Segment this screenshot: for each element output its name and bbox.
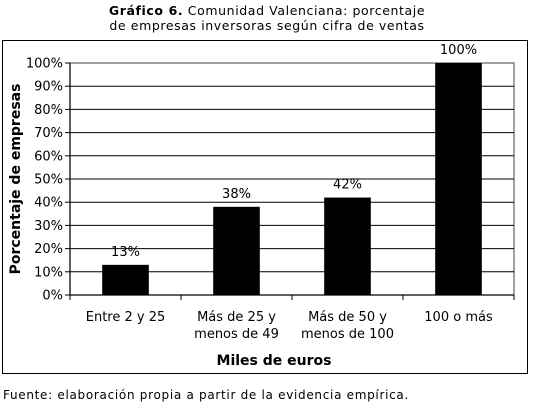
y-tick-label: 60%	[34, 149, 63, 164]
data-labels: 13% 38% 42% 100%	[111, 43, 477, 260]
x-tick-label: Entre 2 y 25	[86, 310, 166, 325]
x-axis-ticks: Entre 2 y 25 Más de 25 y menos de 49 Más de…	[69, 294, 515, 342]
source-note: Fuente: elaboración propia a partir de l…	[3, 388, 409, 402]
chart-title: Gráfico 6. Comunidad Valenciana: porcent…	[0, 3, 534, 33]
y-tick-label: 100%	[26, 57, 63, 72]
y-axis-ticks: 0% 10% 20% 30% 40% 50% 60% 70% 80% 90% 100%	[26, 57, 71, 304]
y-tick-label: 80%	[34, 103, 63, 118]
y-tick-label: 70%	[34, 126, 63, 141]
x-axis-label: Miles de euros	[217, 353, 332, 369]
chart-title-number: Gráfico 6.	[108, 3, 184, 18]
data-label: 100%	[440, 43, 477, 58]
y-tick-label: 50%	[34, 173, 63, 188]
x-tick-label: Más de 50 y menos de 100	[301, 310, 394, 342]
data-label: 42%	[333, 178, 362, 193]
y-tick-label: 30%	[34, 219, 63, 234]
chart-title-line1: Gráfico 6. Comunidad Valenciana: porcent…	[0, 3, 534, 18]
bar	[213, 206, 260, 295]
bars	[102, 63, 482, 295]
x-tick-label: Más de 25 y menos de 49	[194, 310, 279, 342]
bar	[102, 264, 149, 295]
y-tick-label: 0%	[42, 289, 63, 304]
x-tick-label: 100 o más	[424, 310, 493, 325]
data-label: 38%	[222, 187, 251, 202]
chart-title-text: Comunidad Valenciana: porcentaje	[183, 3, 426, 18]
y-axis-label: Porcentaje de empresas	[8, 84, 24, 275]
y-tick-label: 20%	[34, 242, 63, 257]
chart-title-line2: de empresas inversoras según cifra de ve…	[109, 18, 425, 33]
bar	[435, 63, 482, 295]
y-tick-label: 10%	[34, 265, 63, 280]
y-tick-label: 90%	[34, 80, 63, 95]
bar	[324, 197, 371, 295]
data-label: 13%	[111, 245, 140, 260]
y-tick-label: 40%	[34, 196, 63, 211]
